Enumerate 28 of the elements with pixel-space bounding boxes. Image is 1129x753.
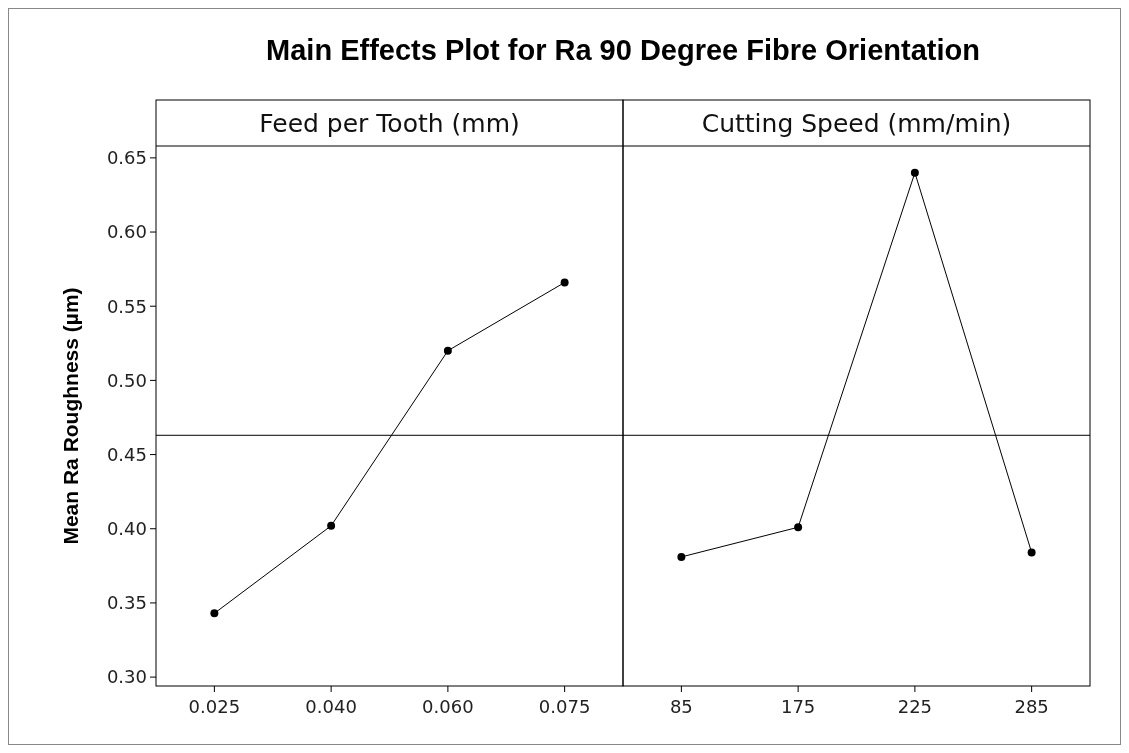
x-axis-title: Cutting Speed (mm/min)	[701, 109, 1012, 138]
y-tick-label: 0.40	[106, 518, 147, 540]
y-tick-label: 0.35	[106, 592, 147, 614]
x-tick-label: 285	[1014, 696, 1049, 717]
x-tick-label: 0.075	[538, 696, 591, 717]
x-tick-label: 225	[897, 696, 933, 717]
y-tick-label: 0.50	[106, 369, 147, 391]
point	[327, 521, 336, 530]
y-tick-label: 0.45	[106, 443, 147, 465]
x-tick-label: 175	[780, 696, 816, 717]
point	[210, 609, 219, 618]
x-tick-label: 0.025	[188, 696, 241, 717]
point	[794, 523, 803, 532]
x-tick-label: 0.060	[422, 696, 474, 717]
point	[677, 552, 686, 561]
y-tick-label: 0.55	[106, 295, 147, 317]
x-tick-label: 0.040	[305, 696, 357, 717]
point	[1027, 548, 1036, 557]
y-axis-title: Mean Ra Roughness (µm)	[59, 287, 82, 545]
x-tick-label: 85	[669, 696, 693, 717]
point	[560, 278, 569, 287]
x-axis-title: Feed per Tooth (mm)	[259, 109, 520, 138]
point	[910, 168, 919, 177]
point	[443, 346, 452, 355]
y-tick-label: 0.30	[106, 666, 147, 688]
y-tick-label: 0.65	[106, 147, 147, 169]
y-tick-label: 0.60	[106, 221, 147, 243]
chart-title: Main Effects Plot for Ra 90 Degree Fibre Orientation	[266, 34, 980, 66]
